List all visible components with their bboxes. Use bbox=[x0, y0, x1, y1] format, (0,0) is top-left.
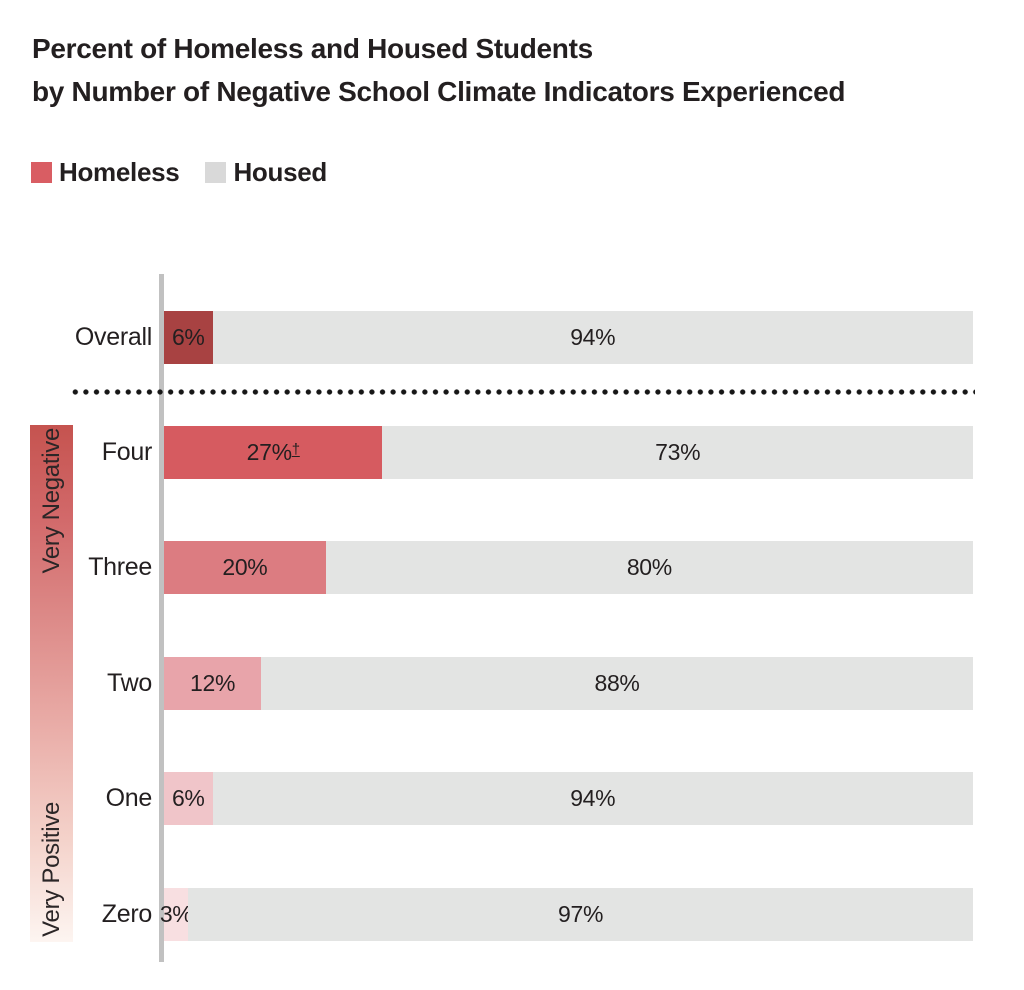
overall-divider-dotted-line bbox=[70, 389, 975, 395]
housed-bar-segment: 73% bbox=[382, 426, 973, 479]
homeless-value-label: 6% bbox=[171, 785, 205, 811]
homeless-bar-segment: 20% bbox=[164, 541, 326, 594]
housed-value-label: 73% bbox=[655, 439, 701, 465]
housed-bar-segment: 97% bbox=[188, 888, 973, 941]
category-label: Four bbox=[101, 438, 153, 466]
homeless-bar-segment: 6% bbox=[164, 311, 213, 364]
title-line-2: by Number of Negative School Climate Ind… bbox=[32, 76, 846, 107]
homeless-value-label: 12% bbox=[189, 670, 236, 696]
legend-label-homeless: Homeless bbox=[59, 157, 180, 187]
bar-track: 3% 97% bbox=[160, 888, 973, 941]
footnote-dagger: † bbox=[291, 441, 300, 458]
category-label: Overall bbox=[74, 323, 152, 351]
title-line-1: Percent of Homeless and Housed Students bbox=[32, 33, 593, 64]
homeless-swatch-icon bbox=[31, 162, 52, 183]
bar-row-four: Four 27%† 73% bbox=[60, 426, 973, 479]
housed-value-label: 97% bbox=[558, 901, 604, 927]
housed-value-label: 94% bbox=[570, 785, 616, 811]
homeless-value-label: 6% bbox=[171, 324, 205, 350]
homeless-value-label: 27%† bbox=[246, 439, 300, 465]
y-axis-line bbox=[159, 274, 164, 962]
housed-bar-segment: 94% bbox=[212, 772, 973, 825]
bar-track: 20% 80% bbox=[164, 541, 973, 594]
homeless-value-label: 3% bbox=[159, 901, 193, 927]
category-label: One bbox=[105, 784, 153, 812]
housed-bar-segment: 88% bbox=[261, 657, 973, 710]
housed-bar-segment: 80% bbox=[325, 541, 973, 594]
homeless-bar-segment: 27%† bbox=[164, 426, 383, 479]
legend-item-housed: Housed bbox=[205, 157, 327, 188]
housed-value-label: 88% bbox=[594, 670, 640, 696]
homeless-bar-segment: 12% bbox=[164, 657, 262, 710]
bar-row-zero: Zero 3% 97% bbox=[60, 888, 973, 941]
homeless-value-label: 20% bbox=[222, 554, 268, 580]
bar-row-overall: Overall 6% 94% bbox=[60, 311, 973, 364]
bar-row-two: Two 12% 88% bbox=[60, 657, 973, 710]
housed-value-label: 94% bbox=[570, 324, 616, 350]
page-title: Percent of Homeless and Housed Students … bbox=[32, 27, 845, 113]
bar-track: 12% 88% bbox=[164, 657, 973, 710]
homeless-bar-segment: 6% bbox=[164, 772, 213, 825]
homeless-bar-segment: 3% bbox=[160, 888, 193, 941]
housed-bar-segment: 94% bbox=[212, 311, 973, 364]
category-label: Three bbox=[88, 553, 152, 581]
climate-gradient-scale: Very Negative Very Positive bbox=[30, 425, 73, 942]
category-label: Zero bbox=[101, 900, 153, 928]
bar-row-one: One 6% 94% bbox=[60, 772, 973, 825]
housed-swatch-icon bbox=[205, 162, 227, 183]
category-label: Two bbox=[107, 669, 152, 697]
bar-track: 6% 94% bbox=[164, 311, 973, 364]
housed-value-label: 80% bbox=[626, 554, 672, 580]
legend-item-homeless: Homeless bbox=[31, 157, 180, 188]
legend-label-housed: Housed bbox=[233, 157, 327, 187]
bar-track: 6% 94% bbox=[164, 772, 973, 825]
bar-track: 27%† 73% bbox=[164, 426, 973, 479]
legend: Homeless Housed bbox=[31, 157, 327, 188]
bar-row-three: Three 20% 80% bbox=[60, 541, 973, 594]
